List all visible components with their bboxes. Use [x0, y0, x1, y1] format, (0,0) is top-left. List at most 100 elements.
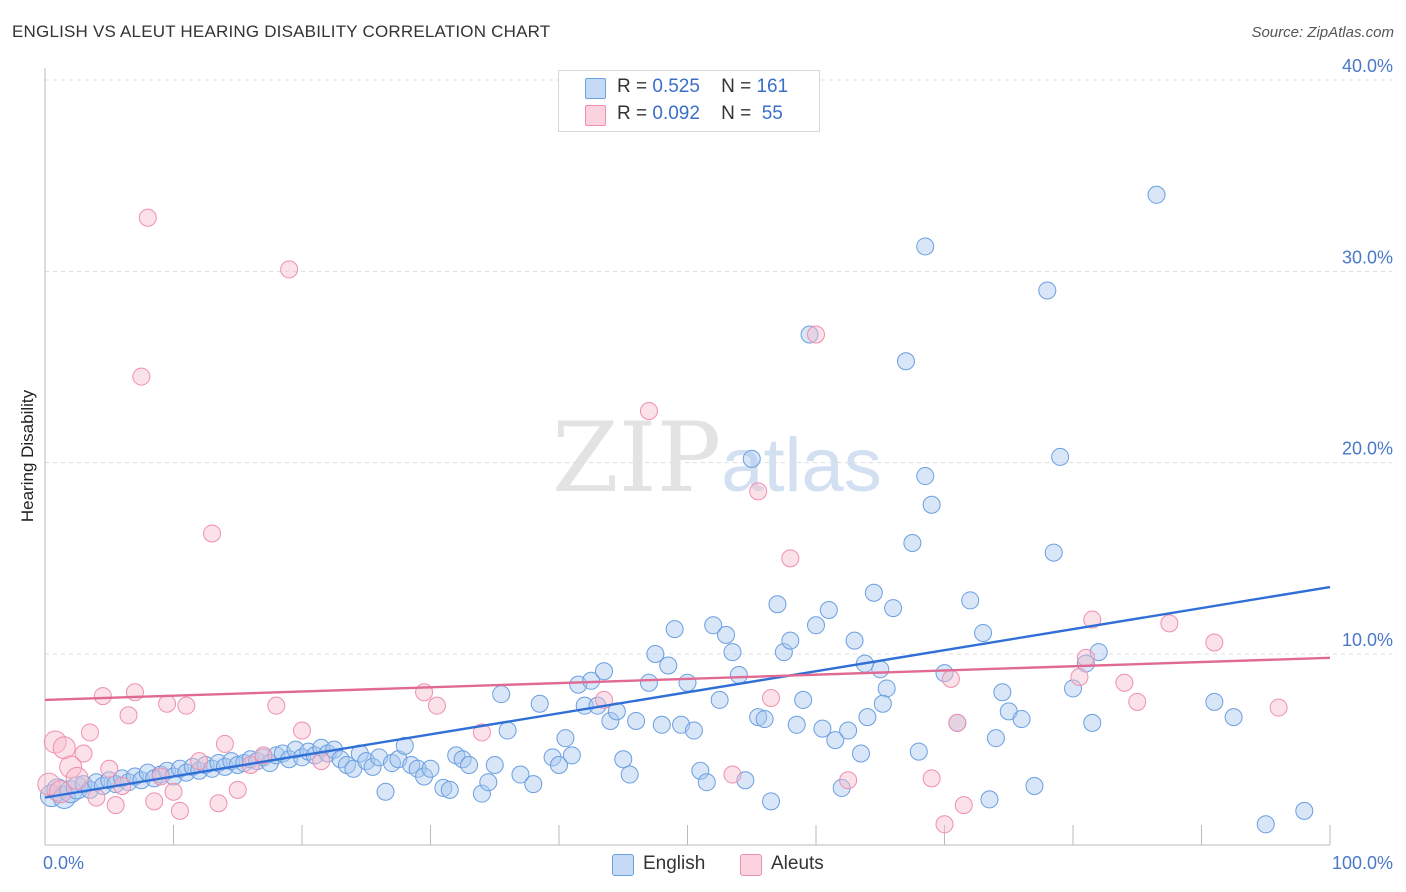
english-point	[556, 729, 575, 748]
aleuts-point	[472, 723, 491, 742]
legend-swatch-aleuts	[585, 105, 606, 126]
aleuts-point	[48, 780, 72, 804]
english-point	[543, 748, 562, 767]
aleuts-points	[37, 208, 1288, 834]
english-point	[916, 467, 935, 486]
english-point	[460, 755, 479, 774]
english-point	[896, 352, 915, 371]
legend-r-value: 0.525	[652, 76, 700, 97]
english-point	[485, 755, 504, 774]
aleuts-point	[749, 482, 768, 501]
aleuts-point	[145, 792, 164, 811]
aleuts-point	[723, 765, 742, 784]
english-point	[807, 616, 825, 635]
english-point	[601, 711, 620, 730]
english-trend-line	[44, 585, 1331, 799]
english-point	[768, 595, 787, 614]
watermark-atlas: atlas	[721, 423, 882, 508]
aleuts-point	[427, 696, 446, 715]
english-point	[916, 237, 935, 256]
english-point	[864, 583, 883, 602]
english-point	[678, 673, 697, 692]
english-point	[858, 708, 877, 727]
english-point	[922, 495, 941, 514]
aleuts-point	[267, 696, 286, 715]
english-point	[1064, 679, 1082, 698]
english-point	[652, 715, 671, 734]
aleuts-point	[948, 713, 967, 732]
aleuts-point	[954, 796, 973, 815]
source-label: Source: ZipAtlas.com	[1251, 24, 1394, 41]
aleuts-point	[839, 771, 858, 790]
aleuts-point	[106, 796, 125, 815]
legend-n-label: N =	[721, 76, 752, 97]
english-point	[800, 325, 819, 344]
english-point	[408, 759, 427, 778]
aleuts-point	[1076, 648, 1095, 667]
english-point	[1051, 447, 1070, 466]
watermark: ZIPatlas	[552, 402, 882, 514]
english-point	[363, 757, 382, 776]
english-point	[723, 643, 742, 662]
bottom-legend-label-english: English	[643, 853, 706, 874]
trend-lines	[44, 585, 1331, 799]
legend-n-label: N =	[721, 103, 752, 124]
legend-swatch-english	[585, 78, 606, 99]
aleuts-point	[1269, 698, 1288, 717]
aleuts-point	[280, 260, 299, 279]
aleuts-point	[190, 752, 209, 771]
aleuts-point	[87, 788, 106, 807]
chart-title: ENGLISH VS ALEUT HEARING DISABILITY CORR…	[12, 22, 551, 41]
english-point	[813, 719, 832, 738]
aleuts-point	[228, 780, 247, 799]
english-point	[530, 694, 549, 713]
aleuts-point	[164, 782, 183, 801]
english-point	[1295, 801, 1314, 820]
y-tick-label: 40.0%	[1342, 56, 1393, 76]
x-tick-label: 100.0%	[1332, 853, 1393, 873]
legend-r-label: R =	[617, 76, 648, 97]
aleuts-point	[132, 367, 151, 386]
english-point	[794, 690, 813, 709]
english-point	[755, 710, 774, 729]
english-point	[524, 775, 543, 794]
english-point	[787, 715, 806, 734]
english-point	[877, 679, 896, 698]
english-point	[1205, 692, 1224, 711]
english-point	[1083, 713, 1102, 732]
aleuts-point	[215, 734, 234, 753]
english-point	[839, 721, 858, 740]
english-point	[376, 782, 395, 801]
english-points	[39, 185, 1314, 834]
english-point	[961, 591, 980, 610]
aleuts-point	[1205, 633, 1224, 652]
x-tick-label: 0.0%	[43, 853, 84, 873]
aleuts-point	[1160, 614, 1179, 633]
aleuts-point	[807, 325, 825, 344]
english-point	[684, 721, 703, 740]
aleuts-point	[138, 208, 157, 227]
english-point	[749, 708, 768, 727]
english-point	[832, 778, 851, 797]
english-point	[440, 780, 459, 799]
bottom-legend-swatch-english	[612, 854, 634, 876]
aleuts-point	[922, 769, 941, 788]
english-point	[774, 643, 793, 662]
y-tick-label: 10.0%	[1342, 630, 1393, 650]
english-point	[873, 694, 892, 713]
gridlines	[45, 79, 1392, 655]
english-point	[871, 660, 890, 679]
english-point	[1256, 815, 1275, 834]
bottom-legend-swatch-aleuts	[740, 854, 762, 876]
english-point	[851, 744, 870, 763]
english-point	[710, 690, 729, 709]
english-point	[729, 666, 748, 685]
correlation-legend: R = 0.525 N = 161 R = 0.092 N = 55	[558, 70, 820, 132]
english-point	[909, 742, 928, 761]
english-point	[659, 656, 678, 675]
aleuts-point	[203, 524, 222, 543]
aleuts-point	[209, 794, 228, 813]
english-point	[697, 773, 716, 792]
aleuts-point	[762, 689, 781, 708]
aleuts-point	[1070, 667, 1089, 686]
